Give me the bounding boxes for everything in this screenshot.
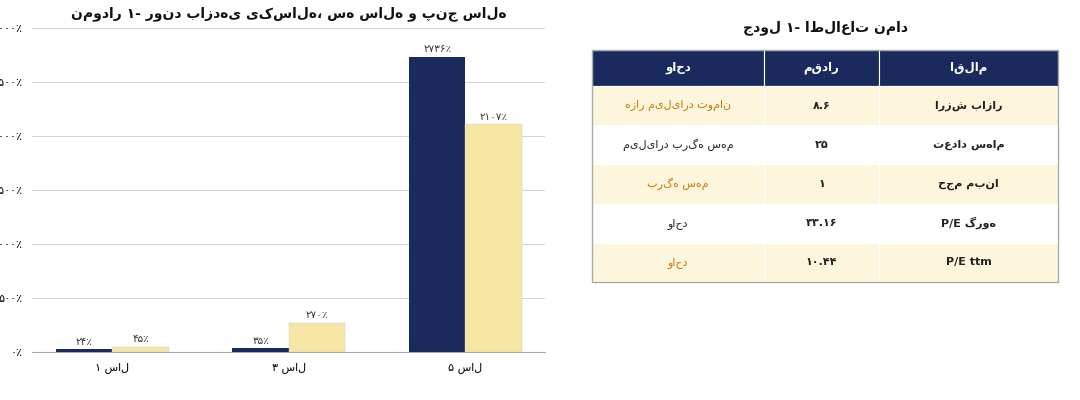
Text: ۲۷۰٪: ۲۷۰٪ [306, 310, 328, 320]
Text: ۳۳.۱۶: ۳۳.۱۶ [806, 218, 837, 228]
Bar [56, 350, 112, 352]
Text: واحد: واحد [665, 62, 691, 74]
Text: میلیارد برگه سهم: میلیارد برگه سهم [623, 138, 733, 151]
Title: نمودار ۱- روند بازدهی یکساله، سه ساله و پنج ساله: نمودار ۱- روند بازدهی یکساله، سه ساله و … [71, 6, 507, 21]
Text: اقلام: اقلام [950, 62, 987, 74]
Bar [112, 347, 168, 352]
Text: تعداد سهام: تعداد سهام [933, 140, 1004, 150]
Legend: بیمه کوثر, شاخص کل: بیمه کوثر, شاخص کل [188, 395, 390, 400]
Text: ۲۵: ۲۵ [814, 140, 828, 150]
Text: مقدار: مقدار [804, 62, 839, 74]
Bar [288, 323, 346, 352]
Text: ۳۵٪: ۳۵٪ [253, 336, 269, 346]
Bar [232, 348, 288, 352]
Text: ارزش بازار: ارزش بازار [935, 100, 1002, 111]
Text: واحد: واحد [667, 257, 688, 268]
Text: واحد: واحد [667, 218, 688, 229]
Text: P/E گروه: P/E گروه [941, 217, 996, 230]
Bar [465, 124, 522, 352]
Text: جدول ۱- اطلاعات نماد: جدول ۱- اطلاعات نماد [743, 21, 907, 35]
Text: P/E ttm: P/E ttm [946, 258, 991, 267]
Text: برگه سهم: برگه سهم [647, 178, 708, 190]
Bar [409, 56, 465, 352]
Text: ۸.۶: ۸.۶ [813, 100, 831, 110]
Text: ۲۴٪: ۲۴٪ [76, 337, 93, 347]
Text: حجم مبنا: حجم مبنا [939, 178, 999, 190]
Text: ۱: ۱ [819, 179, 825, 189]
Text: ۱۰.۴۴: ۱۰.۴۴ [806, 258, 837, 267]
Text: ۲۱۰۷٪: ۲۱۰۷٪ [480, 112, 508, 122]
Text: ۲۷۳۶٪: ۲۷۳۶٪ [423, 44, 451, 54]
Text: ۴۵٪: ۴۵٪ [132, 334, 149, 344]
Text: هزار میلیارد تومان: هزار میلیارد تومان [625, 100, 731, 111]
